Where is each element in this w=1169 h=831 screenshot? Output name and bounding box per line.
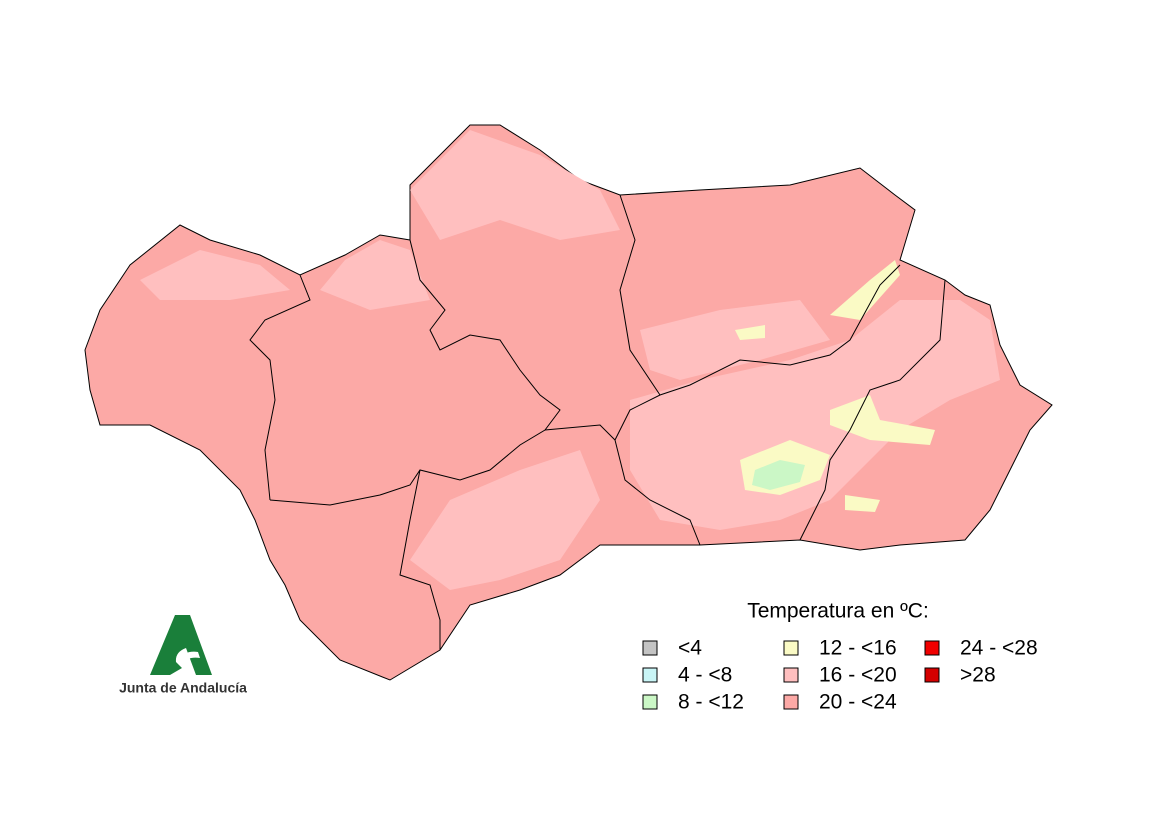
legend-swatch <box>642 640 658 656</box>
legend-swatch <box>642 667 658 683</box>
legend: Temperatura en ºC: <4 4 - <8 8 - <12 12 - <… <box>642 600 1038 714</box>
region-outline <box>84 124 1053 681</box>
legend-label: 12 - <16 <box>819 637 897 660</box>
patch <box>830 260 900 320</box>
cool-patch <box>752 460 805 490</box>
logo: Junta de Andalucía <box>119 615 247 696</box>
border <box>269 239 561 506</box>
patch <box>640 300 830 380</box>
legend-label: >28 <box>960 664 996 687</box>
border <box>619 194 661 396</box>
legend-swatch <box>642 694 658 710</box>
patch <box>320 240 430 310</box>
patch <box>735 325 765 340</box>
legend-swatch <box>783 694 799 710</box>
patch <box>410 130 620 240</box>
border <box>799 279 946 541</box>
patch <box>410 450 600 590</box>
legend-label: <4 <box>678 637 702 660</box>
legend-title: Temperatura en ºC: <box>747 600 929 623</box>
legend-swatch <box>783 640 799 656</box>
patch <box>630 300 1000 530</box>
legend-label: 16 - <20 <box>819 664 897 687</box>
legend-swatch <box>924 640 940 656</box>
logo-mark <box>150 615 212 675</box>
legend-label: 8 - <12 <box>678 691 744 714</box>
logo-mark <box>178 651 200 664</box>
patch <box>830 395 935 445</box>
andalusia-map <box>84 124 1053 681</box>
border <box>544 264 901 441</box>
patch <box>140 250 290 300</box>
legend-label: 20 - <24 <box>819 691 897 714</box>
border <box>249 274 311 501</box>
legend-swatch <box>783 667 799 683</box>
logo-text: Junta de Andalucía <box>119 680 247 696</box>
legend-label: 24 - <28 <box>960 637 1038 660</box>
province-borders <box>249 194 946 650</box>
border <box>614 439 701 546</box>
warm-patches <box>140 130 1000 590</box>
legend-label: 4 - <8 <box>678 664 732 687</box>
border <box>399 469 441 650</box>
patch <box>845 495 880 512</box>
legend-swatch <box>924 667 940 683</box>
